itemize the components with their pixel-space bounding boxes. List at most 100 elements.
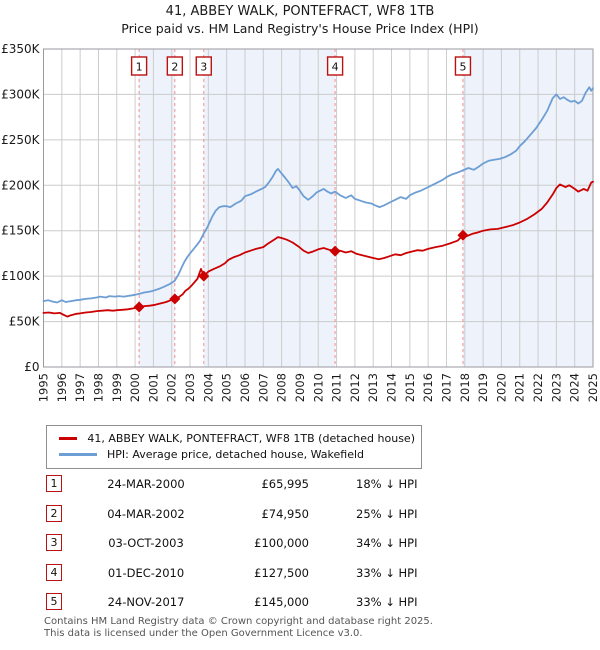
- sale-date: 24-MAR-2000: [107, 477, 185, 491]
- x-axis-tick-label: 2020: [494, 373, 508, 402]
- sale-marker-diamond: [169, 293, 181, 305]
- price-history-chart: £0 £50K £100K £150K £200K £250K £300K £350K 1995…: [1, 42, 600, 402]
- ownership-band: [462, 49, 593, 367]
- sale-number-badge: 2: [46, 504, 62, 522]
- x-axis-tick-label: 2009: [293, 373, 307, 402]
- page-subtitle: Price paid vs. HM Land Registry's House …: [121, 21, 479, 36]
- footer-line-1: Contains HM Land Registry data © Crown c…: [44, 616, 433, 627]
- sale-price: £127,500: [254, 565, 309, 580]
- sale-number-badge: 4: [46, 563, 62, 581]
- x-axis-tick-label: 2014: [385, 373, 399, 402]
- y-axis-tick-label: £250K: [1, 133, 41, 147]
- x-axis-tick-label: 2002: [165, 373, 179, 402]
- sale-table-row: 1 24-MAR-2000 £65,995 18% ↓ HPI: [44, 470, 464, 500]
- x-axis-tick-label: 2025: [586, 373, 600, 402]
- sale-number-badge: 1: [46, 475, 62, 492]
- x-axis-tick-label: 2012: [348, 373, 362, 402]
- y-axis-tick-label: £50K: [9, 315, 41, 329]
- sale-date: 04-MAR-2002: [107, 506, 185, 521]
- sale-marker-diamond: [329, 245, 341, 257]
- x-axis-tick-label: 2019: [476, 373, 490, 402]
- sale-number-box: [195, 56, 212, 76]
- x-axis-tick-label: 2023: [549, 373, 563, 402]
- x-axis-tick-label: 1995: [37, 373, 51, 402]
- x-axis-tick-label: 1996: [55, 373, 69, 402]
- x-axis-tick-label: 1999: [110, 373, 124, 402]
- x-axis-tick-label: 2004: [201, 373, 215, 402]
- y-axis-tick-label: £300K: [1, 87, 41, 101]
- x-axis-tick-label: 2021: [513, 373, 527, 402]
- x-axis-tick-label: 2016: [421, 373, 435, 402]
- legend-entry: HPI: Average price, detached house, Wake…: [53, 447, 415, 462]
- x-axis-tick-label: 2003: [183, 373, 197, 402]
- x-axis-tick-label: 1998: [91, 373, 105, 402]
- chart-canvas: £0 £50K £100K £150K £200K £250K £300K £350K 1995…: [1, 42, 600, 402]
- legend-entry: 41, ABBEY WALK, PONTEFRACT, WF8 1TB (det…: [53, 431, 415, 446]
- x-axis-tick-label: 2022: [531, 373, 545, 402]
- x-axis-tick-label: 2001: [146, 373, 160, 402]
- x-axis-tick-label: 2008: [275, 373, 289, 402]
- x-axis-tick-label: 2011: [330, 373, 344, 402]
- y-axis-tick-label: £0: [24, 360, 39, 374]
- sale-number-label: 4: [332, 61, 339, 74]
- sale-number-label: 3: [200, 61, 207, 74]
- sale-number-box: [130, 56, 148, 76]
- property-price-line: [42, 180, 594, 318]
- x-axis-tick-label: 1997: [73, 373, 87, 402]
- sale-table-row: 5 24-NOV-2017 £145,000 33% ↓ HPI: [44, 588, 464, 618]
- sale-price: £100,000: [254, 536, 309, 550]
- sale-number-label: 1: [136, 61, 143, 74]
- sale-number-box: [326, 56, 344, 76]
- sales-table: 1 24-MAR-2000 £65,995 18% ↓ HPI 2 04-MAR-2002…: [44, 470, 464, 618]
- sale-delta-vs-hpi: 33% ↓ HPI: [356, 565, 418, 580]
- sale-price: £145,000: [254, 595, 309, 609]
- footer-line-2: This data is licensed under the Open Gov…: [44, 627, 363, 639]
- sale-number-label: 2: [171, 61, 178, 74]
- sale-number-badge: 5: [46, 593, 62, 610]
- sale-marker-diamond: [198, 270, 210, 282]
- sale-marker-diamond: [133, 301, 145, 313]
- page-title: 41, ABBEY WALK, PONTEFRACT, WF8 1TB: [165, 4, 435, 19]
- sale-delta-vs-hpi: 33% ↓ HPI: [356, 595, 418, 609]
- y-axis-tick-label: £350K: [1, 42, 41, 56]
- sale-delta-vs-hpi: 18% ↓ HPI: [356, 477, 418, 491]
- y-axis-tick-label: £100K: [1, 269, 41, 283]
- x-axis-tick-label: 2013: [366, 373, 380, 402]
- sale-table-row: 2 04-MAR-2002 £74,950 25% ↓ HPI: [44, 500, 464, 530]
- sale-table-row: 4 01-DEC-2010 £127,500 33% ↓ HPI: [44, 559, 464, 589]
- x-axis-tick-label: 2005: [220, 373, 234, 402]
- sale-number-box: [454, 56, 472, 76]
- sale-date: 24-NOV-2017: [107, 595, 185, 609]
- sale-table-row: 3 03-OCT-2003 £100,000 34% ↓ HPI: [44, 529, 464, 559]
- sale-price: £65,995: [261, 477, 309, 491]
- sale-number-badge: 3: [46, 534, 62, 551]
- x-axis-tick-label: 2007: [256, 373, 270, 402]
- ownership-band: [203, 49, 336, 367]
- chart-legend: 41, ABBEY WALK, PONTEFRACT, WF8 1TB (det…: [46, 425, 422, 469]
- x-axis-tick-label: 2010: [311, 373, 325, 402]
- legend-line-swatch-property: [59, 437, 78, 440]
- sale-number-box: [166, 56, 184, 76]
- legend-label: 41, ABBEY WALK, PONTEFRACT, WF8 1TB (det…: [87, 432, 415, 445]
- legend-line-swatch-hpi: [59, 453, 97, 456]
- ownership-band: [139, 49, 175, 367]
- sale-price: £74,950: [261, 506, 309, 521]
- x-axis-tick-label: 2000: [128, 373, 142, 402]
- sale-number-label: 5: [459, 61, 466, 74]
- x-axis-tick-label: 2018: [458, 373, 472, 402]
- y-axis-tick-label: £150K: [1, 224, 41, 238]
- hpi-line: [42, 86, 594, 304]
- x-axis-tick-label: 2006: [238, 373, 252, 402]
- sale-date: 01-DEC-2010: [107, 565, 185, 580]
- y-axis-tick-label: £200K: [1, 178, 41, 192]
- legend-label: HPI: Average price, detached house, Wake…: [107, 448, 365, 461]
- x-axis-tick-label: 2017: [439, 373, 453, 402]
- footer-copyright: Contains HM Land Registry data © Crown c…: [44, 616, 584, 639]
- plot-border: [43, 48, 594, 368]
- x-axis-tick-label: 2015: [403, 373, 417, 402]
- sale-marker-diamond: [457, 229, 469, 241]
- sale-delta-vs-hpi: 34% ↓ HPI: [356, 536, 418, 550]
- x-axis-tick-label: 2024: [568, 373, 582, 402]
- sale-delta-vs-hpi: 25% ↓ HPI: [356, 506, 418, 521]
